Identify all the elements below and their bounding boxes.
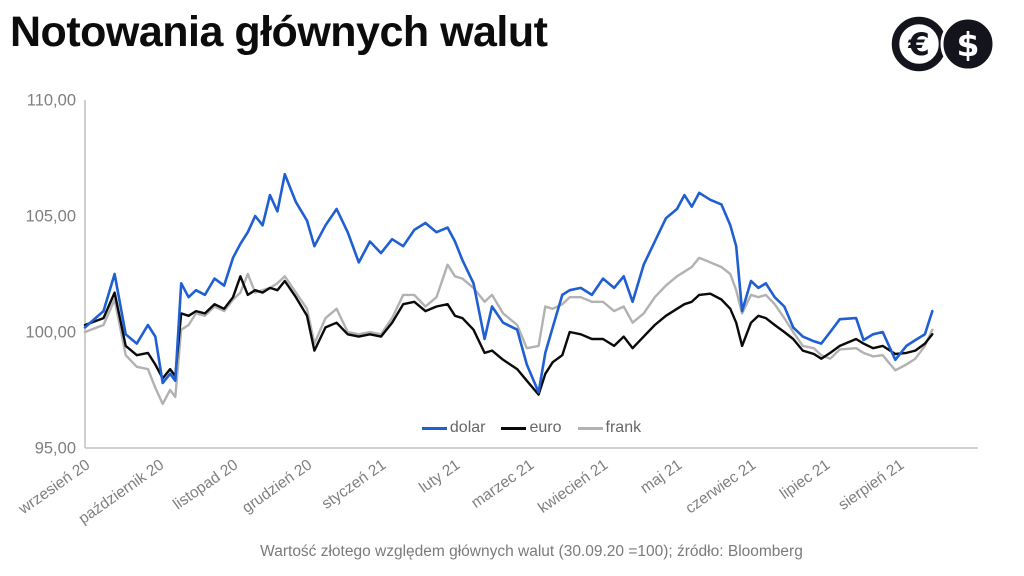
x-axis-label: czerwiec 21	[683, 456, 760, 517]
x-axis-label: lipiec 21	[777, 456, 833, 503]
x-axis-label: luty 21	[416, 456, 463, 496]
x-axis-label: sierpień 21	[835, 456, 907, 513]
page-title: Notowania głównych walut	[10, 8, 548, 56]
legend-label-frank: frank	[605, 419, 642, 436]
y-axis-label: 110,00	[27, 92, 76, 110]
series-line-frank	[83, 256, 934, 406]
x-axis-label: kwiecień 21	[535, 456, 611, 516]
dollar-symbol: $	[957, 25, 980, 64]
legend-item-euro: euro	[501, 419, 562, 437]
currency-coins-icon: € $	[891, 16, 996, 72]
legend-label-dolar: dolar	[449, 419, 486, 436]
euro-symbol: €	[907, 27, 930, 63]
y-axis-labels: 110,00 105,00 100,00 95,00	[26, 92, 76, 458]
x-axis-label: maj 21	[637, 456, 685, 497]
legend-item-dolar: dolar	[421, 419, 486, 437]
legend-marker-frank	[577, 426, 603, 430]
x-axis-label: marzec 21	[468, 456, 537, 511]
y-axis-label: 105,00	[26, 208, 76, 226]
dollar-coin-icon: $	[940, 16, 996, 72]
y-axis-label: 95,00	[35, 440, 76, 458]
legend-label-euro: euro	[529, 419, 562, 436]
y-axis-label: 100,00	[26, 324, 76, 342]
chart-caption: Wartość złotego względem głównych walut …	[260, 543, 803, 560]
x-axis-label: styczeń 21	[319, 456, 389, 512]
series-line-euro	[83, 275, 934, 396]
series-lines	[83, 172, 934, 406]
legend-marker-dolar	[421, 426, 447, 430]
x-axis-label: grudzień 20	[239, 456, 315, 517]
series-line-dolar	[83, 172, 934, 394]
chart-legend: dolar euro frank	[85, 418, 978, 438]
x-axis-label: listopad 20	[170, 456, 241, 513]
legend-marker-euro	[501, 426, 527, 430]
legend-item-frank: frank	[577, 419, 642, 437]
